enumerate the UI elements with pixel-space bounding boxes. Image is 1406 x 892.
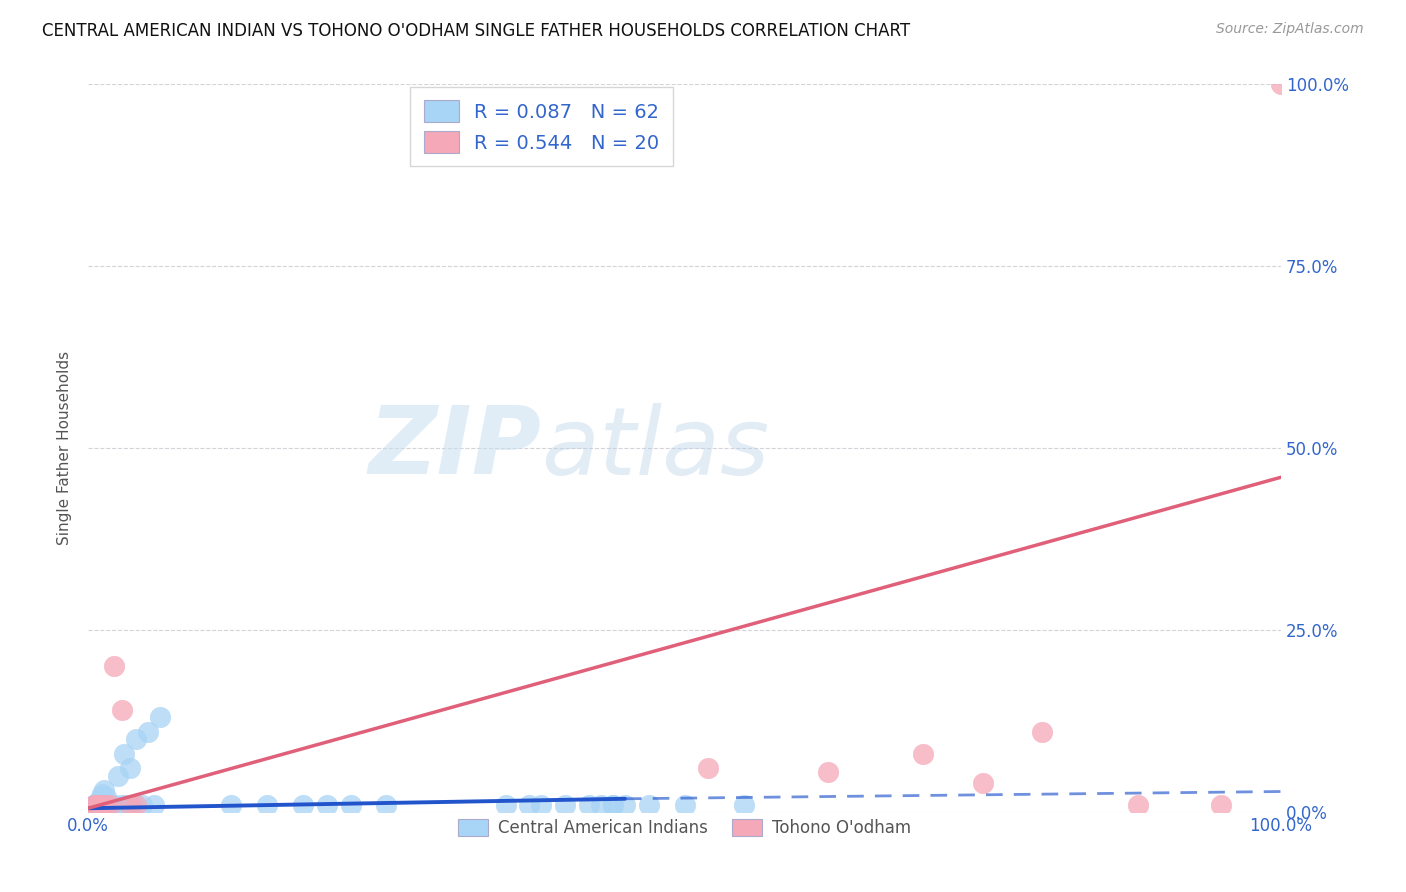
Point	[122, 797, 145, 812]
Point	[84, 797, 107, 812]
Point	[89, 797, 111, 812]
Point	[112, 747, 135, 761]
Point	[91, 797, 114, 812]
Point	[89, 797, 111, 812]
Point	[315, 797, 337, 812]
Point	[817, 764, 839, 779]
Point	[86, 797, 108, 812]
Point	[101, 797, 124, 812]
Point	[90, 797, 112, 812]
Point	[136, 724, 159, 739]
Point	[83, 797, 105, 812]
Point	[673, 797, 696, 812]
Point	[83, 797, 105, 812]
Point	[118, 797, 141, 812]
Point	[115, 797, 138, 812]
Point	[125, 732, 148, 747]
Point	[98, 797, 121, 812]
Point	[87, 797, 110, 812]
Point	[86, 797, 108, 812]
Point	[84, 797, 107, 812]
Point	[96, 797, 118, 812]
Point	[554, 797, 576, 812]
Text: Source: ZipAtlas.com: Source: ZipAtlas.com	[1216, 22, 1364, 37]
Point	[103, 659, 125, 673]
Point	[86, 797, 108, 812]
Point	[84, 797, 107, 812]
Y-axis label: Single Father Households: Single Father Households	[58, 351, 72, 545]
Point	[110, 797, 132, 812]
Point	[93, 783, 115, 797]
Point	[1126, 797, 1149, 812]
Point	[256, 797, 278, 812]
Point	[89, 794, 111, 808]
Point	[86, 797, 108, 812]
Point	[637, 797, 659, 812]
Point	[131, 797, 153, 812]
Point	[149, 710, 172, 724]
Text: atlas: atlas	[541, 402, 769, 493]
Point	[94, 790, 117, 805]
Point	[94, 797, 117, 812]
Point	[94, 797, 117, 812]
Point	[86, 797, 108, 812]
Point	[83, 797, 105, 812]
Point	[697, 761, 720, 775]
Text: ZIP: ZIP	[368, 402, 541, 494]
Point	[107, 768, 129, 782]
Point	[1031, 724, 1053, 739]
Point	[110, 703, 132, 717]
Point	[87, 794, 110, 808]
Point	[142, 797, 165, 812]
Point	[602, 797, 624, 812]
Point	[589, 797, 612, 812]
Point	[291, 797, 314, 812]
Point	[86, 797, 108, 812]
Point	[91, 787, 114, 801]
Point	[86, 797, 108, 812]
Point	[733, 797, 755, 812]
Point	[375, 797, 398, 812]
Point	[103, 797, 125, 812]
Point	[912, 747, 935, 761]
Point	[495, 797, 517, 812]
Point	[83, 797, 105, 812]
Point	[91, 797, 114, 812]
Point	[339, 797, 361, 812]
Legend: Central American Indians, Tohono O'odham: Central American Indians, Tohono O'odham	[451, 812, 918, 844]
Point	[118, 761, 141, 775]
Point	[1211, 797, 1233, 812]
Point	[972, 776, 994, 790]
Point	[87, 797, 110, 812]
Point	[1270, 78, 1292, 92]
Text: CENTRAL AMERICAN INDIAN VS TOHONO O'ODHAM SINGLE FATHER HOUSEHOLDS CORRELATION C: CENTRAL AMERICAN INDIAN VS TOHONO O'ODHA…	[42, 22, 910, 40]
Point	[89, 797, 111, 812]
Point	[519, 797, 541, 812]
Point	[86, 797, 108, 812]
Point	[602, 797, 624, 812]
Point	[86, 797, 108, 812]
Point	[98, 797, 121, 812]
Point	[83, 797, 105, 812]
Point	[530, 797, 553, 812]
Point	[94, 797, 117, 812]
Point	[578, 797, 600, 812]
Point	[84, 797, 107, 812]
Point	[613, 797, 636, 812]
Point	[125, 797, 148, 812]
Point	[221, 797, 243, 812]
Point	[93, 797, 115, 812]
Point	[90, 790, 112, 805]
